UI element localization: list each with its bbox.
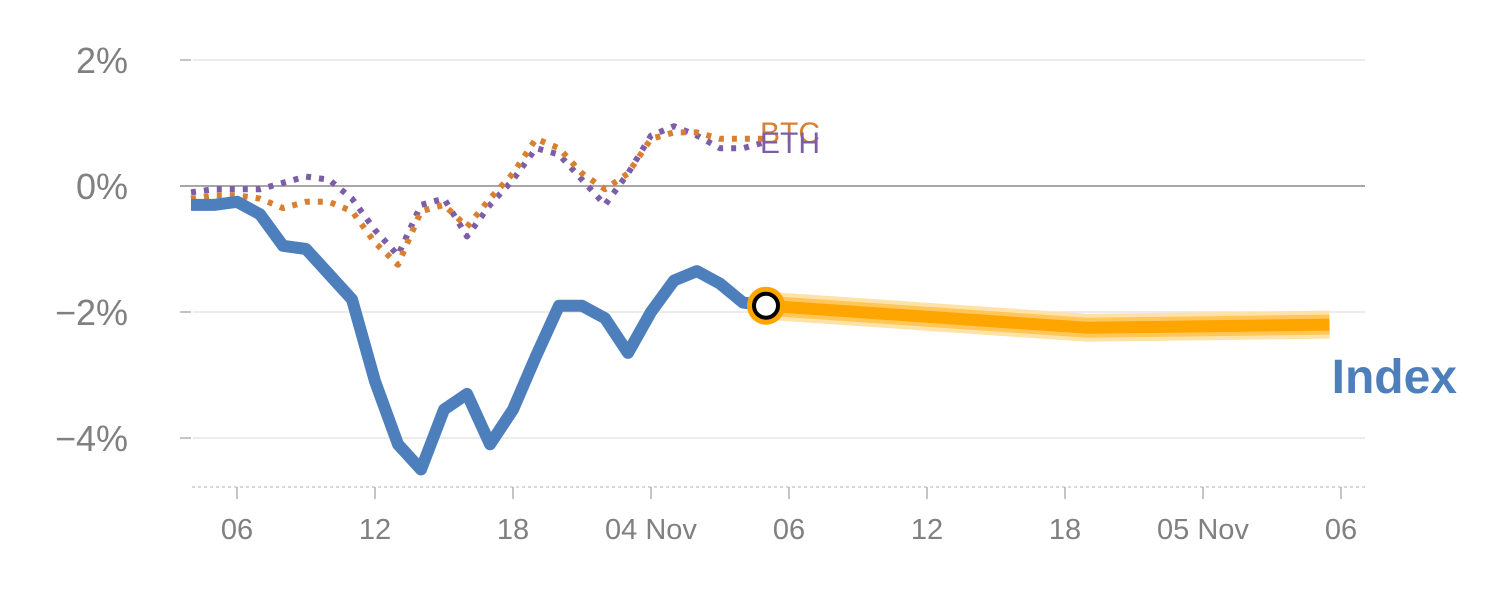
grid-layer	[180, 59, 1365, 439]
x-tick-label: 05 Nov	[1157, 514, 1249, 546]
current-point-marker	[752, 291, 780, 320]
x-tick-label: 18	[1049, 514, 1081, 546]
x-tick-label: 12	[911, 514, 943, 546]
x-tick-label: 06	[1325, 514, 1357, 546]
btc-line	[190, 129, 766, 268]
x-tick-label: 12	[359, 514, 391, 546]
x-tick-label: 18	[497, 514, 529, 546]
series-labels: BTC ETH Index	[760, 117, 1457, 404]
index-line	[191, 195, 767, 476]
index-forecast-band-core	[765, 299, 1330, 334]
x-axis: 06 12 18 04 Nov 06 12 18 05 Nov 06	[192, 486, 1365, 546]
eth-series-label: ETH	[760, 127, 820, 160]
index-series-label: Index	[1332, 351, 1458, 404]
x-tick-label: 04 Nov	[605, 514, 697, 546]
btc-series-label: BTC	[760, 117, 820, 150]
y-axis: 2% 0% −2% −4%	[55, 40, 128, 459]
y-tick-label: 2%	[76, 40, 128, 81]
y-tick-label: 0%	[76, 166, 128, 207]
y-tick-label: −4%	[55, 418, 128, 459]
x-tick-label: 06	[221, 514, 253, 546]
x-tick-label: 06	[773, 514, 805, 546]
y-tick-label: −2%	[55, 292, 128, 333]
series-layer	[190, 123, 1330, 476]
